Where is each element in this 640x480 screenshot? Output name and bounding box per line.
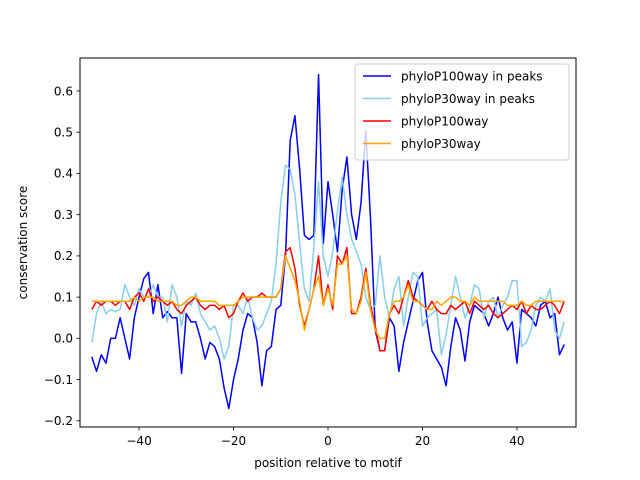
legend-box [354,63,570,161]
series-line-2 [91,164,565,360]
axis-ticks: −40 −20 0 20 40 −0.2 −0.1 0.0 0.1 0.2 0.3 0.4 0.5 0.6 [44,84,525,448]
series-line-1 [91,73,565,410]
legend-label: phyloP100way in peaks [401,69,543,83]
series-line-3 [91,246,565,352]
legend-label: phyloP30way in peaks [401,92,535,106]
y-tick-label: 0.0 [54,332,73,346]
x-tick-label: 0 [324,434,332,448]
y-tick-label: −0.2 [44,414,73,428]
y-tick-label: 0.2 [54,249,73,263]
y-tick-label: 0.3 [54,208,73,222]
x-tick-label: 40 [509,434,524,448]
x-axis-label: position relative to motif [254,456,402,470]
y-axis-label: conservation score [16,186,30,300]
legend-label: phyloP100way [401,114,488,128]
y-tick-label: 0.6 [54,84,73,98]
x-tick-label: 20 [415,434,430,448]
y-tick-label: 0.5 [54,126,73,140]
series-line-4 [91,255,565,340]
legend-label: phyloP30way [401,137,481,151]
series-layer [91,73,565,410]
y-tick-label: 0.1 [54,290,73,304]
x-tick-label: −20 [221,434,246,448]
legend: phyloP100way in peaks phyloP30way in peak… [354,63,570,161]
x-tick-label: −40 [126,434,151,448]
y-tick-label: 0.4 [54,167,73,181]
y-tick-label: −0.1 [44,373,73,387]
